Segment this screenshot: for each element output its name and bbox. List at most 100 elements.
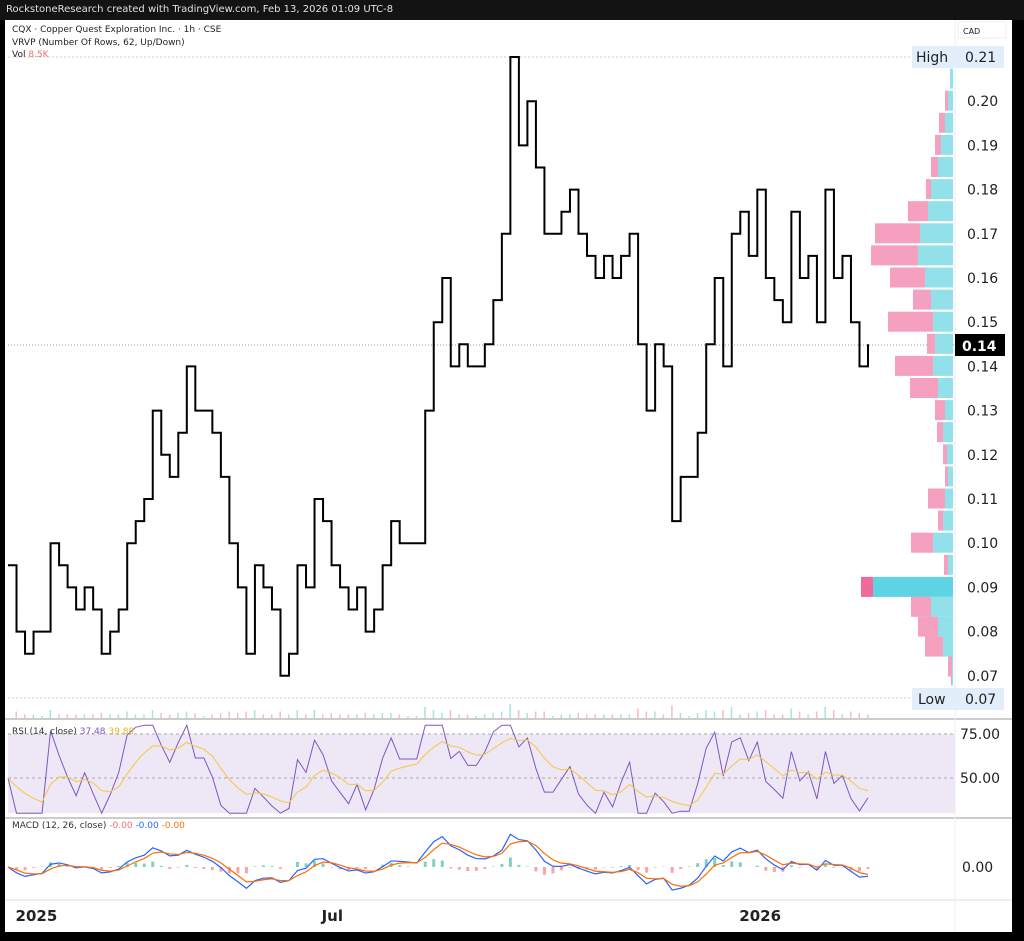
macd-histogram-bar	[432, 859, 436, 867]
vrvp-legend[interactable]: VRVP (Number Of Rows, 62, Up/Down)	[12, 37, 185, 48]
volume-profile-down-bar	[911, 532, 933, 553]
volume-bar	[466, 714, 469, 718]
volume-profile-up-bar	[931, 179, 953, 200]
volume-profile-down-bar	[926, 179, 931, 200]
volume-bar	[441, 713, 443, 718]
volume-profile-down-bar	[928, 488, 945, 509]
volume-bar	[177, 713, 179, 718]
macd-line	[7, 833, 869, 891]
price-tick-label: 0.08	[967, 625, 998, 641]
volume-profile-down-bar	[895, 355, 933, 376]
volume-bar	[534, 711, 537, 718]
price-tick-label: 0.09	[967, 580, 998, 596]
rsi-band	[8, 734, 955, 814]
chart-legend: CQX · Copper Quest Exploration Inc. · 1h…	[12, 24, 221, 62]
macd-histogram-bar	[406, 866, 410, 867]
low-value: 0.07	[965, 692, 996, 708]
volume-legend[interactable]: Vol 8.5K	[12, 49, 221, 62]
volume-profile-up-bar	[943, 422, 953, 443]
macd-value: -0.00	[135, 821, 159, 831]
price-tick-label: 0.15	[967, 315, 998, 331]
volume-profile-up-bar	[943, 636, 953, 657]
volume-bar	[305, 714, 307, 718]
macd-histogram-bar	[764, 867, 768, 871]
macd-histogram-bar	[508, 857, 512, 867]
volume-bar	[492, 713, 494, 718]
volume-bar	[262, 714, 264, 718]
low-label-box	[912, 688, 1004, 710]
volume-bar	[543, 711, 545, 718]
macd-histogram-bar	[679, 867, 683, 869]
rsi-line	[7, 723, 869, 815]
volume-bar	[654, 711, 656, 718]
rsi-tick-label: 50.00	[960, 771, 1000, 787]
volume-bar	[143, 714, 145, 718]
macd-label: MACD (12, 26, close)	[12, 821, 107, 831]
volume-bar	[66, 714, 69, 718]
volume-bar	[236, 713, 239, 718]
volume-bar	[390, 713, 392, 718]
high-label-box	[912, 46, 1004, 68]
volume-bar	[373, 714, 375, 718]
volume-bar	[781, 714, 784, 718]
price-tick-label: 0.07	[967, 669, 998, 685]
volume-profile-up-bar	[873, 576, 953, 597]
volume-profile-down-bar	[931, 157, 938, 177]
macd-legend[interactable]: MACD (12, 26, close) -0.00 -0.00 -0.00	[12, 821, 185, 831]
price-tick-label: 0.12	[967, 448, 998, 464]
macd-histogram-bar	[244, 867, 248, 874]
volume-profile-up-bar	[945, 112, 953, 133]
macd-histogram-bar	[117, 866, 121, 867]
volume-profile-down-bar	[927, 333, 935, 354]
volume-profile-up-bar	[952, 665, 953, 686]
macd-histogram-bar	[568, 867, 572, 868]
macd-histogram-bar	[823, 863, 827, 867]
macd-histogram-bar	[483, 867, 487, 870]
volume-bar	[628, 714, 631, 718]
macd-histogram-bar	[364, 867, 368, 870]
volume-bar	[568, 714, 571, 718]
volume-bar	[424, 707, 426, 718]
macd-histogram-bar	[517, 864, 521, 867]
volume-bar	[41, 716, 43, 718]
volume-bar	[117, 714, 120, 718]
macd-signal-value: -0.00	[161, 821, 185, 831]
macd-histogram-bar	[636, 867, 640, 871]
macd-histogram-bar	[100, 867, 104, 870]
volume-profile-down-bar	[918, 616, 938, 637]
price-tick-label: 0.10	[967, 536, 998, 552]
macd-histogram-bar	[721, 864, 725, 867]
macd-histogram-bar	[542, 867, 546, 875]
volume-bar	[603, 714, 605, 718]
volume-profile-up-bar	[938, 616, 953, 637]
volume-bar	[432, 710, 435, 718]
rsi-legend[interactable]: RSI (14, close) 37.48 39.88	[12, 727, 134, 737]
volume-bar	[841, 714, 843, 718]
volume-bar	[194, 713, 196, 718]
volume-bar	[722, 710, 724, 718]
volume-profile-down-bar	[935, 134, 941, 155]
volume-bar	[168, 714, 171, 718]
symbol-title[interactable]: CQX · Copper Quest Exploration Inc. · 1h…	[12, 25, 222, 35]
macd-histogram-bar	[755, 865, 759, 867]
macd-histogram-bar	[296, 861, 300, 867]
macd-histogram-bar	[594, 867, 598, 870]
macd-histogram-bar	[219, 867, 223, 872]
macd-histogram-bar	[738, 862, 742, 867]
volume-bar	[594, 714, 597, 718]
macd-histogram-bar	[696, 863, 700, 867]
volume-profile-up-bar	[933, 532, 953, 553]
macd-histogram-bar	[66, 866, 70, 867]
time-axis-label: 2026	[739, 907, 781, 925]
price-line	[8, 56, 869, 677]
volume-bar	[92, 714, 94, 718]
volume-profile-up-bar	[931, 596, 953, 617]
volume-profile-up-bar	[918, 245, 953, 266]
macd-histogram-bar	[713, 857, 717, 867]
volume-bar	[551, 716, 554, 718]
volume-bar	[339, 714, 341, 718]
price-tick-label: 0.11	[967, 492, 998, 508]
volume-profile-up-bar	[950, 68, 953, 89]
volume-bar	[798, 711, 801, 718]
